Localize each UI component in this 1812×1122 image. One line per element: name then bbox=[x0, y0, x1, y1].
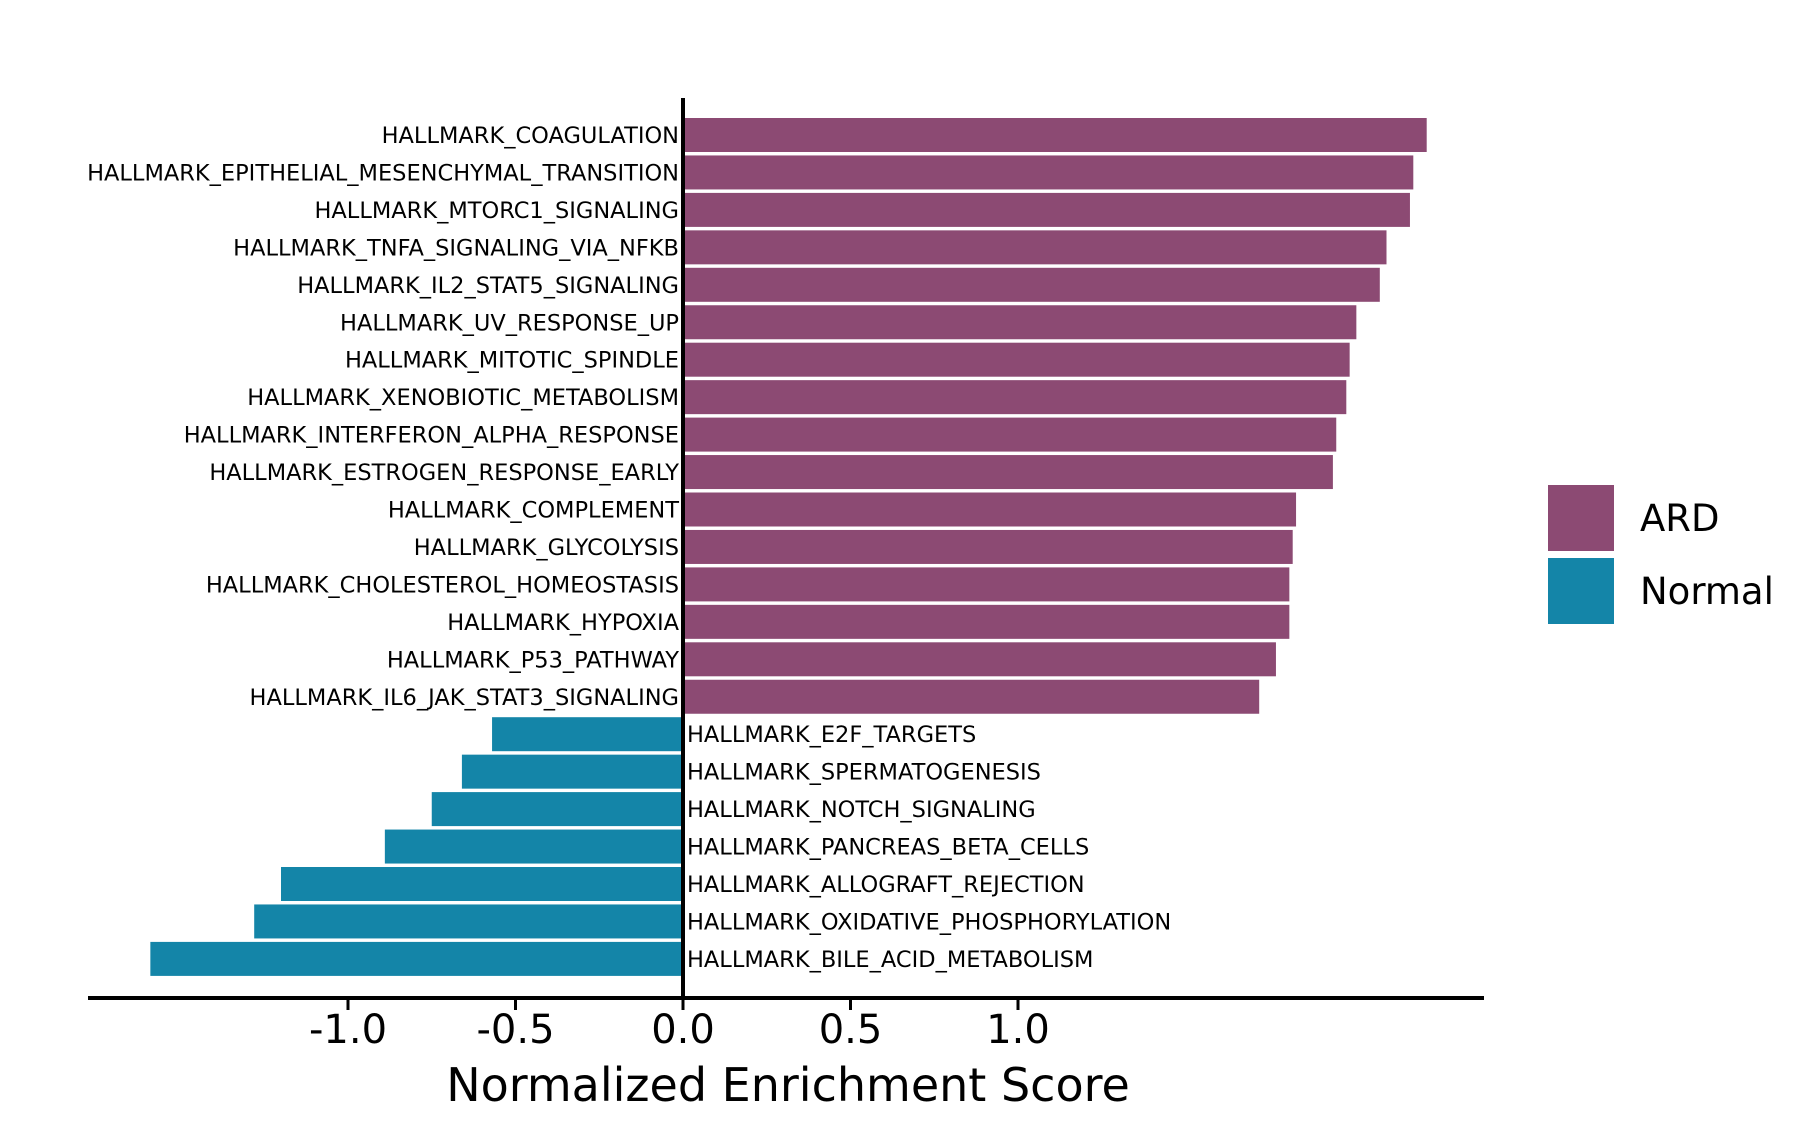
legend-swatch-normal bbox=[1548, 558, 1614, 624]
bar-hallmark-complement bbox=[683, 492, 1297, 527]
x-tick-label: -1.0 bbox=[309, 1007, 387, 1053]
legend-swatch-ard bbox=[1548, 485, 1614, 551]
x-tick-label: 1.0 bbox=[986, 1007, 1050, 1053]
legend-label-ard: ARD bbox=[1640, 497, 1720, 540]
category-label: HALLMARK_P53_PATHWAY bbox=[387, 647, 679, 673]
bar-hallmark-uv-response-up bbox=[683, 305, 1357, 340]
bar-hallmark-il2-stat5-signaling bbox=[683, 267, 1380, 302]
bar-hallmark-p53-pathway bbox=[683, 642, 1276, 677]
category-label: HALLMARK_OXIDATIVE_PHOSPHORYLATION bbox=[687, 909, 1171, 935]
category-label: HALLMARK_PANCREAS_BETA_CELLS bbox=[687, 835, 1089, 861]
x-tick-label: 0.5 bbox=[819, 1007, 883, 1053]
x-ticks-group: -1.0 -0.5 0.0 0.5 1.0 bbox=[309, 998, 1050, 1053]
category-label: HALLMARK_UV_RESPONSE_UP bbox=[340, 310, 679, 336]
category-label: HALLMARK_MTORC1_SIGNALING bbox=[315, 198, 680, 224]
category-label: HALLMARK_COMPLEMENT bbox=[388, 498, 679, 524]
category-label: HALLMARK_ALLOGRAFT_REJECTION bbox=[687, 872, 1085, 898]
bar-hallmark-il6-jak-stat3-signaling bbox=[683, 679, 1260, 714]
category-label: HALLMARK_XENOBIOTIC_METABOLISM bbox=[247, 385, 679, 411]
category-label: HALLMARK_IL2_STAT5_SIGNALING bbox=[297, 273, 679, 299]
x-tick-label: 0.0 bbox=[651, 1007, 715, 1053]
bar-hallmark-coagulation bbox=[683, 118, 1427, 152]
category-label: HALLMARK_GLYCOLYSIS bbox=[414, 535, 679, 561]
bar-hallmark-oxidative-phosphorylation bbox=[254, 904, 683, 939]
bar-hallmark-mtorc1-signaling bbox=[683, 192, 1410, 227]
category-label: HALLMARK_TNFA_SIGNALING_VIA_NFKB bbox=[233, 235, 679, 261]
bar-hallmark-cholesterol-homeostasis bbox=[683, 567, 1290, 602]
legend: ARD Normal bbox=[1548, 485, 1774, 624]
category-label: HALLMARK_E2F_TARGETS bbox=[687, 722, 976, 748]
bars-group bbox=[150, 118, 1427, 976]
x-tick-label: -0.5 bbox=[476, 1007, 554, 1053]
bar-hallmark-xenobiotic-metabolism bbox=[683, 380, 1347, 415]
category-label: HALLMARK_CHOLESTEROL_HOMEOSTASIS bbox=[206, 572, 679, 598]
bar-hallmark-hypoxia bbox=[683, 604, 1290, 639]
bar-hallmark-allograft-rejection bbox=[281, 867, 683, 901]
bar-hallmark-e2f-targets bbox=[492, 717, 683, 752]
category-label: HALLMARK_COAGULATION bbox=[382, 123, 679, 149]
category-label: HALLMARK_NOTCH_SIGNALING bbox=[687, 797, 1036, 823]
category-label: HALLMARK_IL6_JAK_STAT3_SIGNALING bbox=[250, 685, 679, 711]
bar-hallmark-bile-acid-metabolism bbox=[150, 941, 684, 976]
category-label: HALLMARK_EPITHELIAL_MESENCHYMAL_TRANSITI… bbox=[87, 160, 679, 186]
legend-label-normal: Normal bbox=[1640, 570, 1774, 613]
bar-hallmark-spermatogenesis bbox=[461, 754, 683, 789]
bar-hallmark-glycolysis bbox=[683, 529, 1293, 564]
category-label: HALLMARK_INTERFERON_ALPHA_RESPONSE bbox=[184, 423, 679, 449]
bar-hallmark-epithelial-mesenchymal-transition bbox=[683, 155, 1414, 190]
bar-hallmark-notch-signaling bbox=[431, 792, 683, 827]
bar-hallmark-interferon-alpha-response bbox=[683, 417, 1337, 452]
bar-hallmark-pancreas-beta-cells bbox=[384, 829, 683, 864]
bar-hallmark-tnfa-signaling-via-nfkb bbox=[683, 230, 1387, 265]
category-label: HALLMARK_HYPOXIA bbox=[447, 610, 679, 636]
category-label: HALLMARK_ESTROGEN_RESPONSE_EARLY bbox=[209, 460, 679, 486]
bar-hallmark-mitotic-spindle bbox=[683, 342, 1350, 377]
category-label: HALLMARK_BILE_ACID_METABOLISM bbox=[687, 947, 1093, 973]
x-axis-label: Normalized Enrichment Score bbox=[446, 1058, 1130, 1112]
category-label: HALLMARK_SPERMATOGENESIS bbox=[687, 760, 1041, 786]
category-labels-group: HALLMARK_COAGULATION HALLMARK_EPITHELIAL_… bbox=[87, 123, 1171, 973]
category-label: HALLMARK_MITOTIC_SPINDLE bbox=[345, 348, 679, 374]
bar-hallmark-estrogen-response-early bbox=[683, 455, 1333, 490]
